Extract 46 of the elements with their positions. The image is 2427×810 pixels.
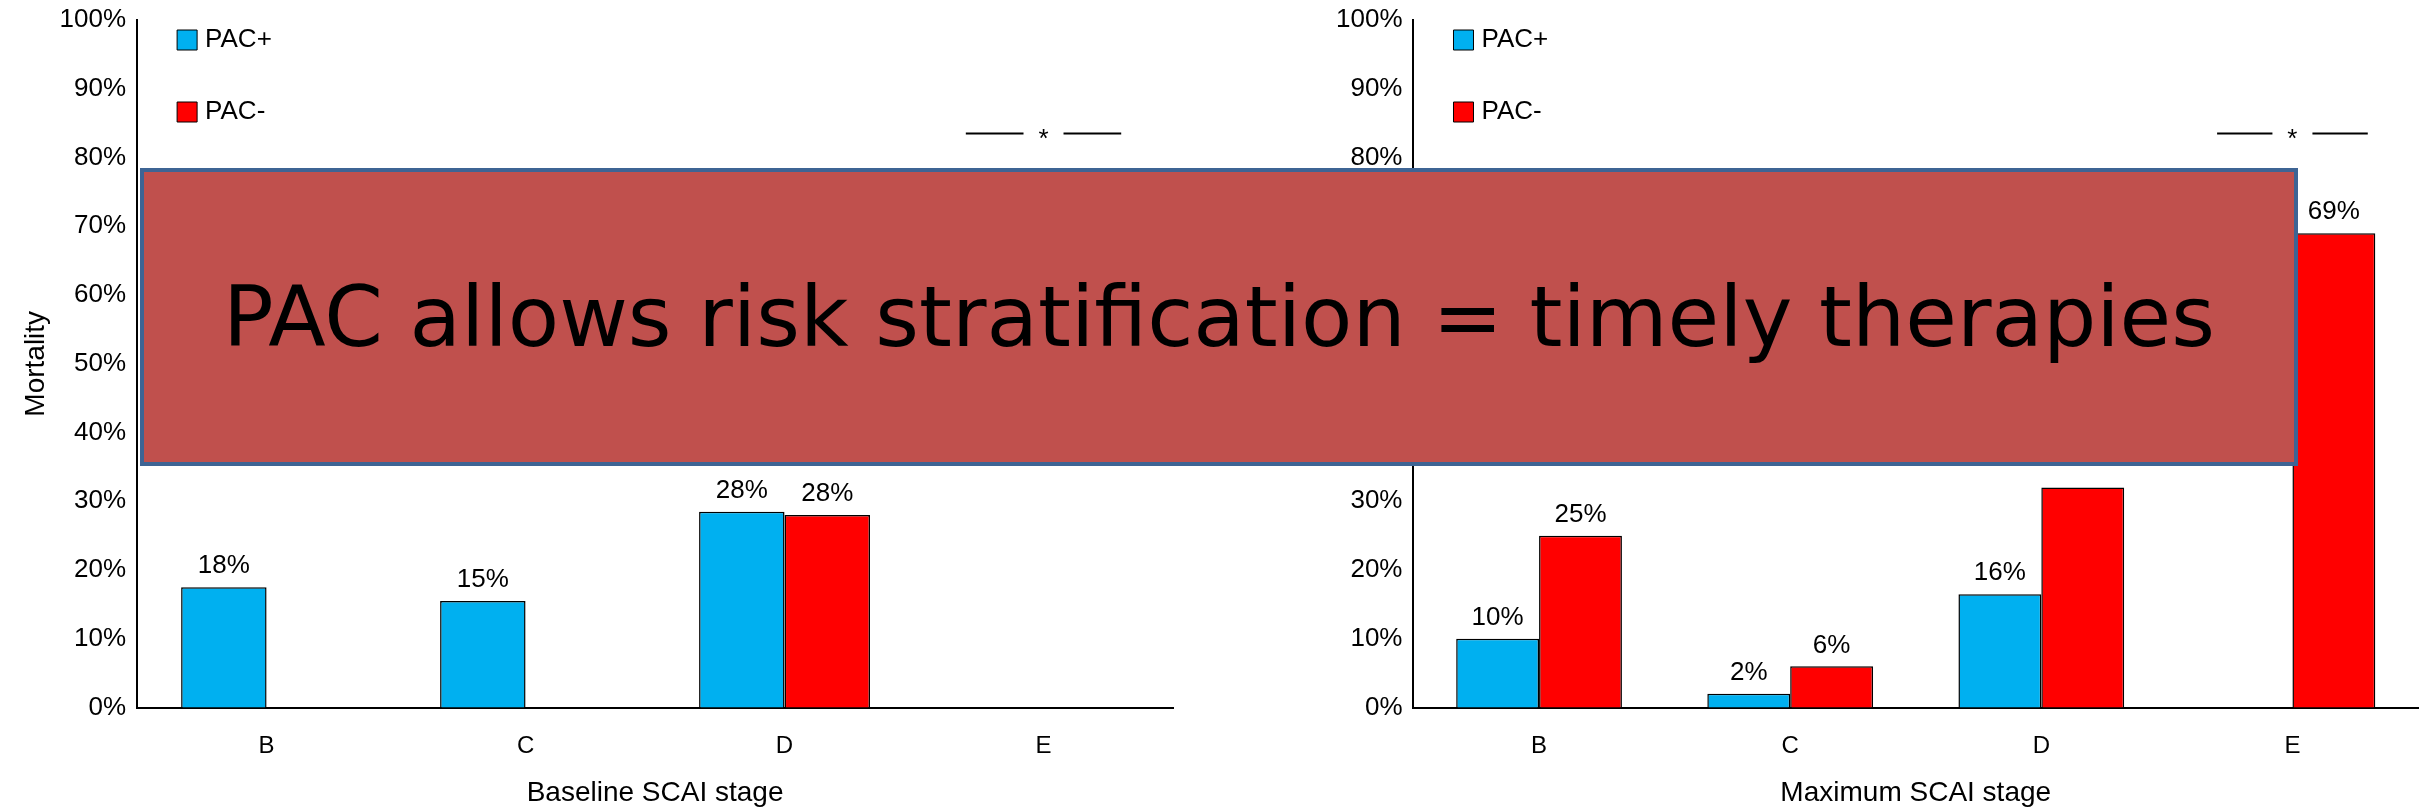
data-label: 69%	[2307, 195, 2360, 226]
y-tick-label: 100%	[1336, 3, 1403, 34]
y-tick-label: 20%	[74, 553, 127, 584]
y-tick-label: 60%	[74, 278, 127, 309]
legend-label: PAC-	[1481, 95, 1542, 126]
data-label: 18%	[197, 549, 250, 580]
y-tick-label: 0%	[88, 690, 127, 721]
y-tick-label: 50%	[74, 346, 127, 377]
data-label: 10%	[1471, 601, 1524, 632]
text: PAC allows risk stratification = timely therapies	[222, 268, 2216, 366]
y-tick-label: 90%	[74, 71, 127, 102]
x-tick-label: E	[2284, 730, 2301, 758]
y-tick-label: 100%	[59, 3, 127, 34]
y-tick-label: 80%	[1350, 140, 1403, 171]
annotation: *	[2287, 122, 2298, 153]
x-tick-label: C	[1781, 730, 1799, 758]
y-tick-label: 20%	[1350, 553, 1403, 584]
x-axis-title: Baseline SCAI stage	[526, 775, 784, 807]
x-tick-label: D	[775, 730, 794, 758]
data-label: 15%	[456, 563, 509, 594]
y-tick-label: 10%	[74, 622, 127, 653]
data-label: 28%	[715, 473, 768, 504]
y-tick-label: 90%	[1350, 71, 1403, 102]
data-label: 25%	[1554, 497, 1607, 528]
data-label: 2%	[1729, 656, 1768, 687]
y-tick-label: 80%	[74, 140, 127, 171]
y-tick-label: 70%	[74, 209, 127, 240]
y-tick-label: 10%	[1350, 622, 1403, 653]
legend-label: PAC+	[205, 23, 272, 54]
y-tick-label: 30%	[74, 484, 127, 515]
y-tick-label: 0%	[1364, 690, 1403, 721]
data-label: 6%	[1812, 628, 1851, 659]
x-tick-label: C	[516, 730, 535, 758]
x-tick-label: D	[2032, 730, 2050, 758]
x-tick-label: B	[258, 730, 275, 758]
y-axis-title: Mortality	[18, 310, 50, 417]
x-tick-label: B	[1531, 730, 1548, 758]
y-tick-label: 30%	[1350, 484, 1403, 515]
legend-label: PAC-	[205, 95, 266, 126]
data-label: 16%	[1973, 556, 2026, 587]
data-label: 28%	[801, 477, 854, 508]
y-tick-label: 40%	[74, 415, 127, 446]
x-tick-label: E	[1035, 730, 1052, 758]
legend-label: PAC+	[1481, 23, 1549, 54]
x-axis-title: Maximum SCAI stage	[1780, 775, 2052, 807]
annotation: *	[1038, 122, 1049, 153]
